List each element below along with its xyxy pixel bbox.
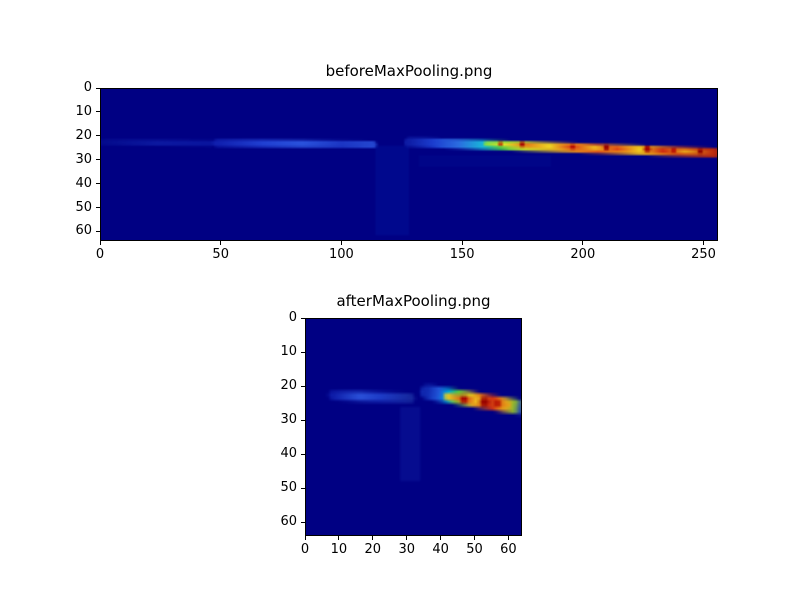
y-tick-label: 40 — [75, 175, 92, 191]
x-tick-label: 50 — [212, 247, 229, 262]
y-tick-label: 10 — [280, 344, 297, 360]
y-tick-mark — [301, 317, 305, 319]
y-tick-mark — [96, 135, 100, 137]
y-tick-mark — [301, 419, 305, 421]
x-tick-label: 20 — [364, 542, 382, 557]
y-tick-mark — [96, 230, 100, 232]
y-tick-mark — [301, 385, 305, 387]
chart-title: beforeMaxPooling.png — [325, 62, 493, 80]
y-tick-label: 10 — [75, 103, 92, 119]
y-tick-label: 60 — [75, 223, 92, 239]
x-tick-mark — [304, 536, 306, 540]
x-tick-label: 0 — [300, 542, 310, 557]
x-tick-label: 30 — [398, 542, 415, 557]
x-tick-mark — [703, 241, 705, 245]
chart-title: afterMaxPooling.png — [336, 292, 491, 310]
y-tick-label: 20 — [75, 127, 92, 143]
y-tick-mark — [301, 351, 305, 353]
x-tick-label: 40 — [432, 542, 449, 557]
axes-frame — [305, 318, 522, 536]
x-tick-mark — [582, 241, 584, 245]
y-tick-mark — [96, 207, 100, 209]
x-tick-mark — [338, 536, 340, 540]
y-tick-label: 50 — [280, 480, 297, 496]
y-tick-label: 30 — [280, 412, 297, 428]
x-tick-label: 10 — [330, 542, 348, 557]
x-tick-mark — [340, 241, 342, 245]
x-tick-mark — [461, 241, 463, 245]
y-tick-label: 20 — [280, 378, 297, 394]
y-tick-mark — [96, 183, 100, 185]
x-tick-label: 150 — [449, 247, 475, 262]
axes-frame — [100, 88, 718, 241]
x-tick-label: 0 — [95, 247, 105, 262]
y-tick-label: 60 — [280, 514, 297, 530]
x-tick-label: 60 — [500, 542, 517, 557]
y-tick-mark — [96, 159, 100, 161]
x-tick-mark — [99, 241, 101, 245]
heatmap-image — [101, 89, 717, 240]
x-tick-label: 50 — [466, 542, 483, 557]
y-tick-label: 50 — [75, 199, 92, 215]
x-tick-label: 100 — [328, 247, 354, 262]
y-tick-label: 40 — [280, 446, 297, 462]
y-tick-mark — [301, 487, 305, 489]
y-tick-mark — [301, 453, 305, 455]
y-tick-label: 30 — [75, 151, 92, 167]
x-tick-mark — [507, 536, 509, 540]
y-tick-mark — [301, 521, 305, 523]
y-tick-mark — [96, 111, 100, 113]
x-tick-label: 250 — [691, 247, 716, 262]
y-tick-mark — [96, 87, 100, 89]
y-tick-label: 0 — [83, 80, 92, 95]
x-tick-mark — [474, 536, 476, 540]
x-tick-mark — [406, 536, 408, 540]
x-tick-mark — [372, 536, 374, 540]
x-tick-mark — [220, 241, 222, 245]
x-tick-mark — [440, 536, 442, 540]
x-tick-label: 200 — [570, 247, 596, 262]
y-tick-label: 0 — [288, 310, 297, 325]
heatmap-image — [306, 319, 521, 535]
